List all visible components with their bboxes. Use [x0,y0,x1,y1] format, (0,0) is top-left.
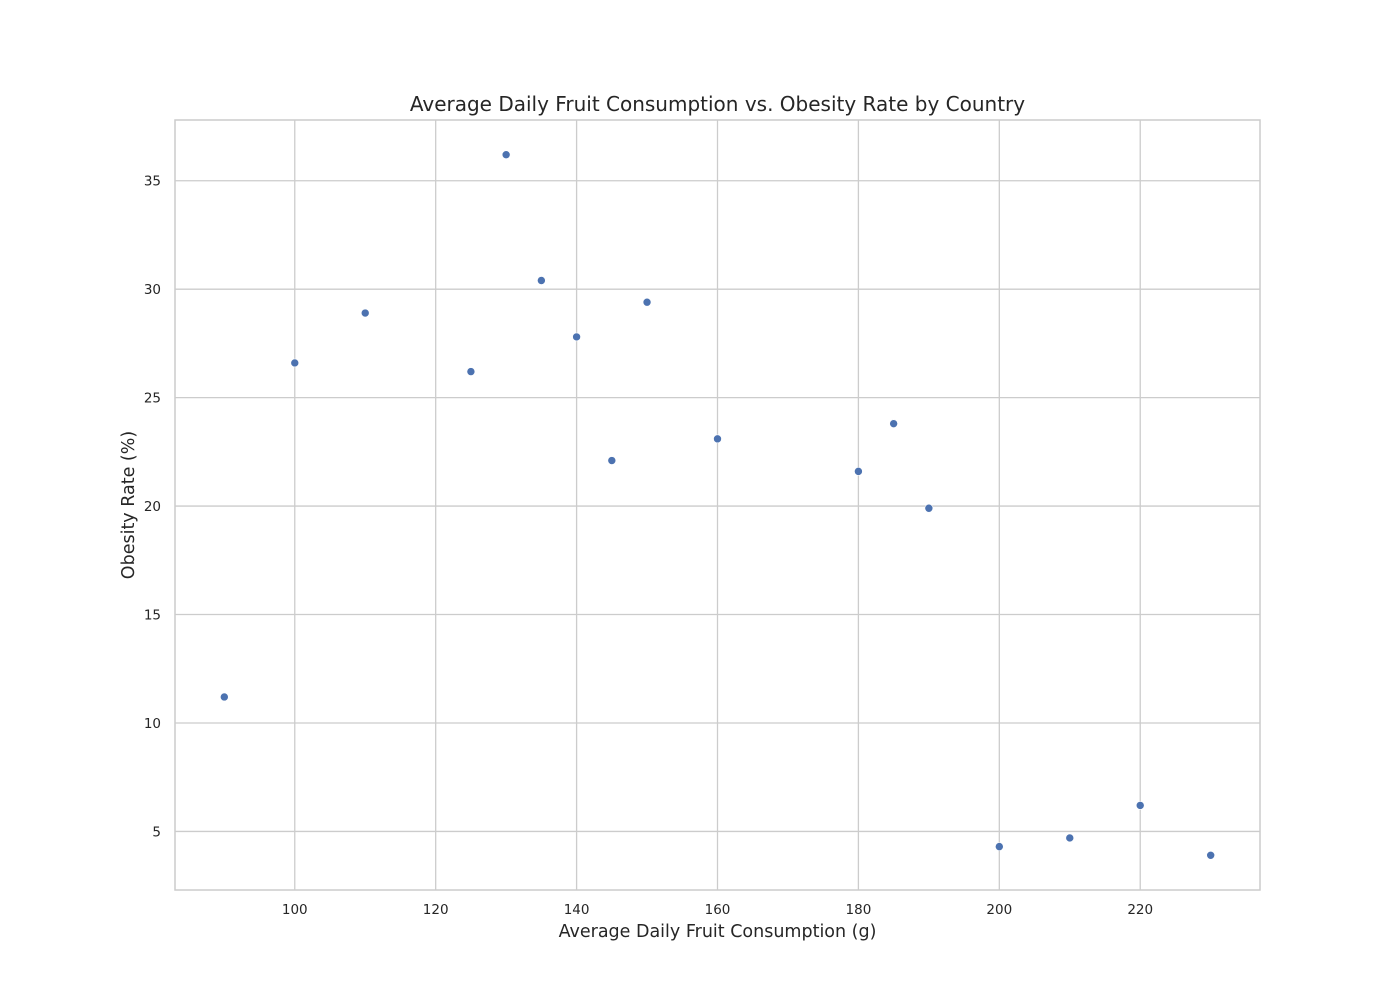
data-point [607,456,617,465]
x-tick-label: 120 [423,902,449,918]
y-axis-label: Obesity Rate (%) [119,431,139,579]
x-tick-labels: 100 120 140 160 180 200 220 [282,902,1153,918]
x-tick-label: 180 [846,902,872,918]
y-tick-label: 25 [144,391,161,407]
data-point [995,842,1004,851]
data-point [501,150,511,160]
chart-title: Average Daily Fruit Consumption vs. Obes… [410,92,1025,116]
data-point [572,332,581,342]
data-point [220,692,229,702]
x-tick-label: 160 [705,902,731,918]
data-point [537,276,546,285]
data-point [1065,833,1075,843]
data-point [924,503,934,513]
data-point [466,367,476,376]
data-point [713,434,722,444]
x-tick-label: 220 [1127,902,1153,918]
x-tick-label: 140 [564,902,590,918]
data-point [1206,850,1215,860]
x-axis-label: Average Daily Fruit Consumption (g) [559,922,877,942]
y-tick-label: 10 [144,716,161,732]
data-point [889,419,898,428]
x-tick-label: 200 [986,902,1012,918]
data-points [220,150,1215,860]
y-tick-labels: 5 10 15 20 25 30 35 [144,174,161,841]
y-tick-label: 35 [144,174,161,190]
data-point [642,297,652,307]
data-point [290,358,300,368]
grid-lines [175,120,1260,890]
data-point [360,308,370,318]
y-tick-label: 30 [144,282,161,298]
y-tick-label: 5 [152,824,161,840]
data-point [854,467,863,476]
y-tick-label: 20 [144,499,161,515]
plot-frame [174,119,1261,891]
y-tick-label: 15 [144,608,161,624]
x-tick-label: 100 [282,902,308,918]
data-point [1135,801,1145,810]
